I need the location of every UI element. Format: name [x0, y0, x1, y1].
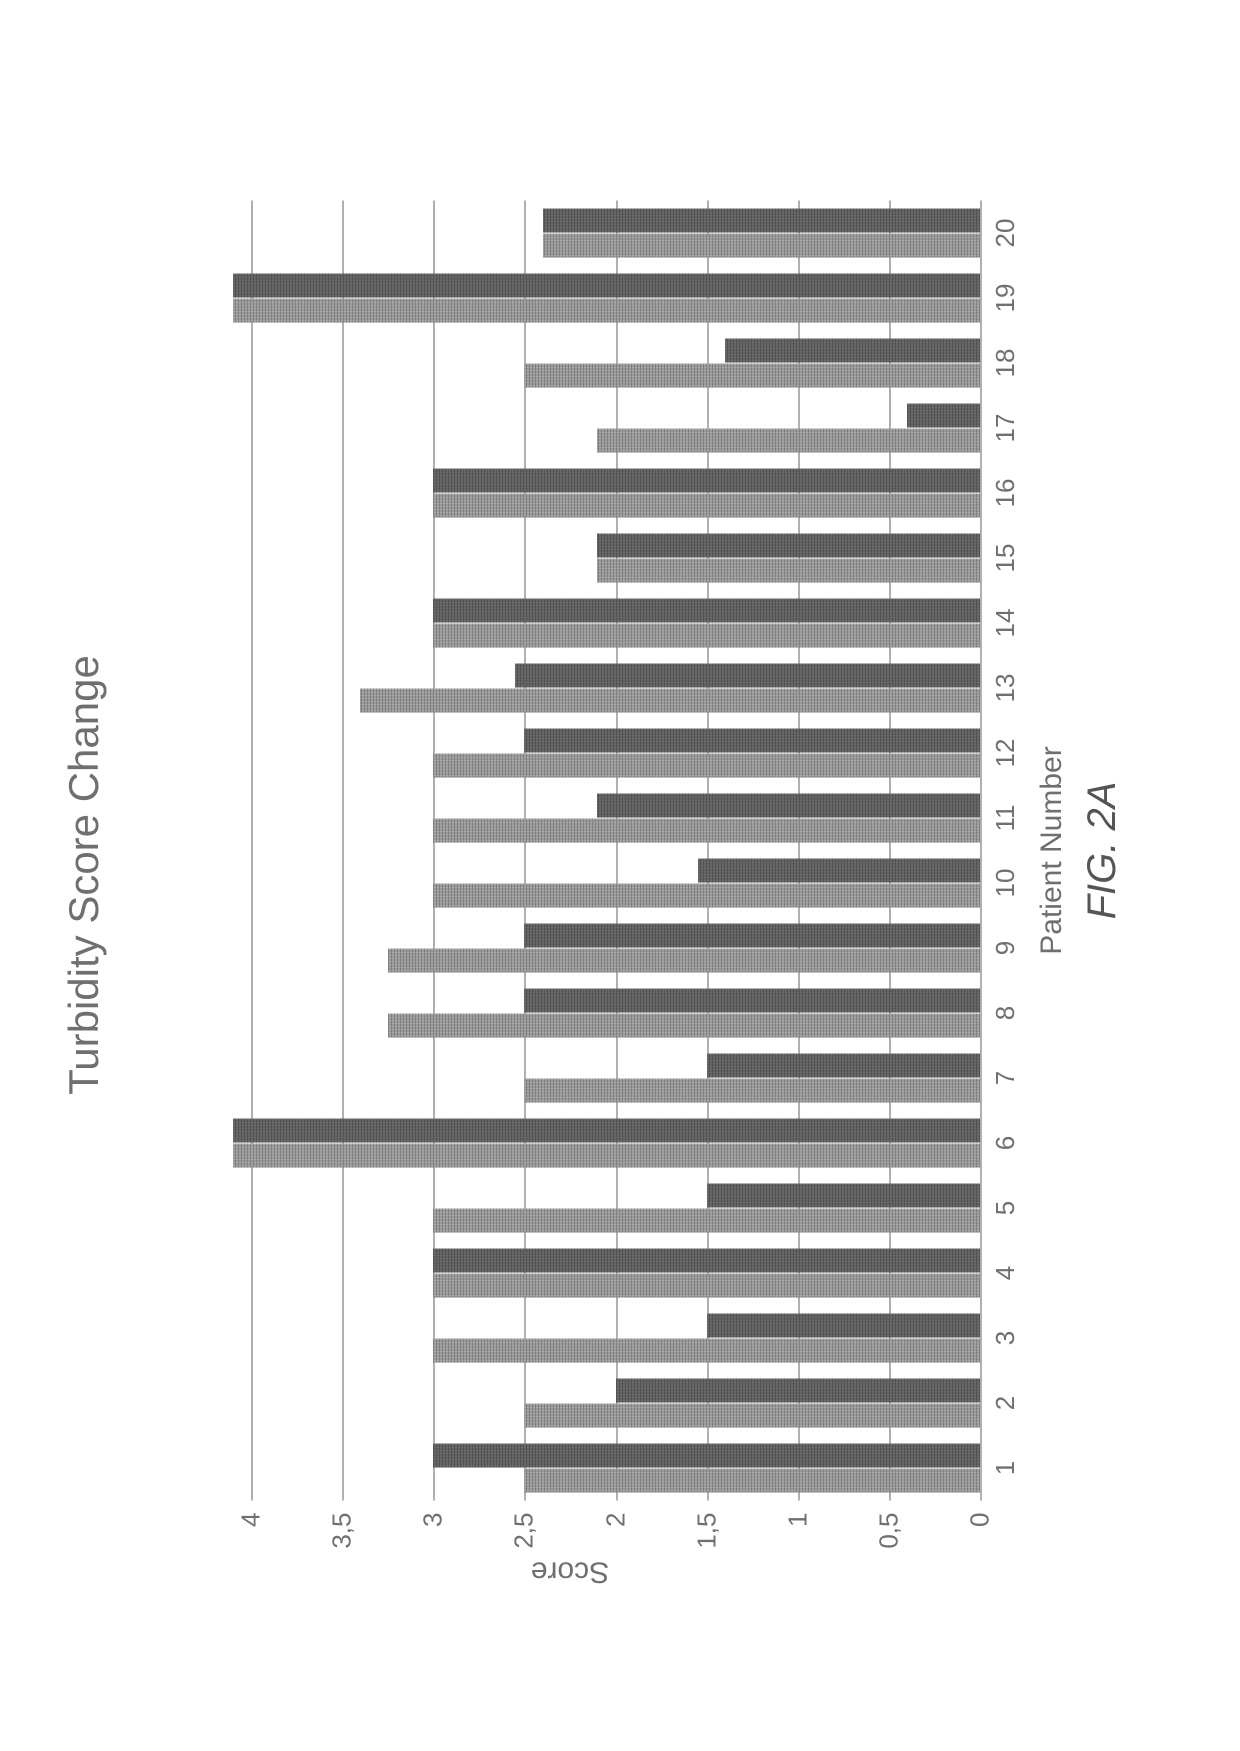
bar-series-b: [433, 468, 980, 493]
bar-series-a: [233, 1143, 980, 1168]
x-tick-label: 19: [990, 284, 1021, 313]
bar-series-a: [433, 818, 980, 843]
y-tick-label: 3,5: [327, 1513, 358, 1549]
bar-series-b: [524, 728, 980, 753]
bar-series-b: [597, 533, 980, 558]
y-tick-label: 0,5: [873, 1513, 904, 1549]
bar-series-a: [433, 883, 980, 908]
bar-series-b: [707, 1183, 980, 1208]
gridline: [433, 201, 435, 1501]
bar-series-b: [707, 1053, 980, 1078]
bar-series-a: [433, 1208, 980, 1233]
page: Turbidity Score Change Score Patient Num…: [0, 0, 1240, 1751]
bar-series-a: [433, 493, 980, 518]
x-tick-label: 2: [990, 1396, 1021, 1410]
x-tick-label: 15: [990, 544, 1021, 573]
bar-series-b: [907, 403, 980, 428]
y-tick-label: 1: [782, 1513, 813, 1527]
bar-series-a: [524, 1078, 980, 1103]
y-tick-label: 1,5: [691, 1513, 722, 1549]
bar-series-a: [597, 558, 980, 583]
y-tick-label: 2,5: [509, 1513, 540, 1549]
x-tick-label: 8: [990, 1006, 1021, 1020]
figure-caption: FIG. 2A: [1080, 201, 1125, 1501]
gridline: [616, 201, 618, 1501]
bar-series-a: [543, 233, 980, 258]
x-tick-label: 12: [990, 739, 1021, 768]
bar-series-b: [433, 1248, 980, 1273]
gridline: [798, 201, 800, 1501]
gridline: [342, 201, 344, 1501]
bar-series-b: [515, 663, 980, 688]
bar-series-a: [597, 428, 980, 453]
x-tick-label: 14: [990, 609, 1021, 638]
bar-series-a: [433, 753, 980, 778]
bar-series-b: [433, 1443, 980, 1468]
bar-series-b: [616, 1378, 980, 1403]
x-tick-label: 20: [990, 219, 1021, 248]
bar-series-b: [597, 793, 980, 818]
y-tick-label: 2: [600, 1513, 631, 1527]
y-tick-label: 3: [418, 1513, 449, 1527]
gridline: [980, 201, 982, 1501]
bar-series-b: [725, 338, 980, 363]
y-axis-label: Score: [531, 1554, 609, 1588]
x-tick-label: 5: [990, 1201, 1021, 1215]
bar-series-a: [433, 1338, 980, 1363]
bar-series-a: [524, 363, 980, 388]
rotated-canvas: Turbidity Score Change Score Patient Num…: [0, 0, 1240, 1751]
gridline: [251, 201, 253, 1501]
gridline: [524, 201, 526, 1501]
bar-series-b: [433, 598, 980, 623]
x-tick-label: 3: [990, 1331, 1021, 1345]
x-tick-label: 18: [990, 349, 1021, 378]
chart-title: Turbidity Score Change: [60, 0, 108, 1751]
y-tick-label: 0: [965, 1513, 996, 1527]
bar-series-a: [433, 1273, 980, 1298]
bar-series-a: [360, 688, 980, 713]
gridline: [707, 201, 709, 1501]
bar-series-b: [233, 1118, 980, 1143]
gridline: [889, 201, 891, 1501]
bar-series-b: [698, 858, 980, 883]
x-tick-label: 11: [990, 805, 1021, 832]
x-tick-label: 1: [990, 1461, 1021, 1475]
x-tick-label: 4: [990, 1266, 1021, 1280]
bar-series-a: [233, 298, 980, 323]
bar-series-b: [543, 208, 980, 233]
x-tick-label: 7: [990, 1071, 1021, 1085]
bar-series-a: [524, 1403, 980, 1428]
bar-series-a: [524, 1468, 980, 1493]
bar-series-b: [707, 1313, 980, 1338]
x-axis-label: Patient Number: [1035, 201, 1069, 1501]
bar-series-b: [524, 923, 980, 948]
bar-series-a: [433, 623, 980, 648]
plot-area: Score Patient Number FIG. 2A 00,511,522,…: [160, 201, 980, 1501]
x-tick-label: 13: [990, 674, 1021, 703]
bar-series-b: [524, 988, 980, 1013]
y-tick-label: 4: [236, 1513, 267, 1527]
bar-series-a: [388, 948, 980, 973]
bar-series-a: [388, 1013, 980, 1038]
x-tick-label: 17: [990, 414, 1021, 443]
x-tick-label: 16: [990, 479, 1021, 508]
x-tick-label: 6: [990, 1136, 1021, 1150]
x-tick-label: 9: [990, 941, 1021, 955]
bar-series-b: [233, 273, 980, 298]
x-tick-label: 10: [990, 869, 1021, 898]
